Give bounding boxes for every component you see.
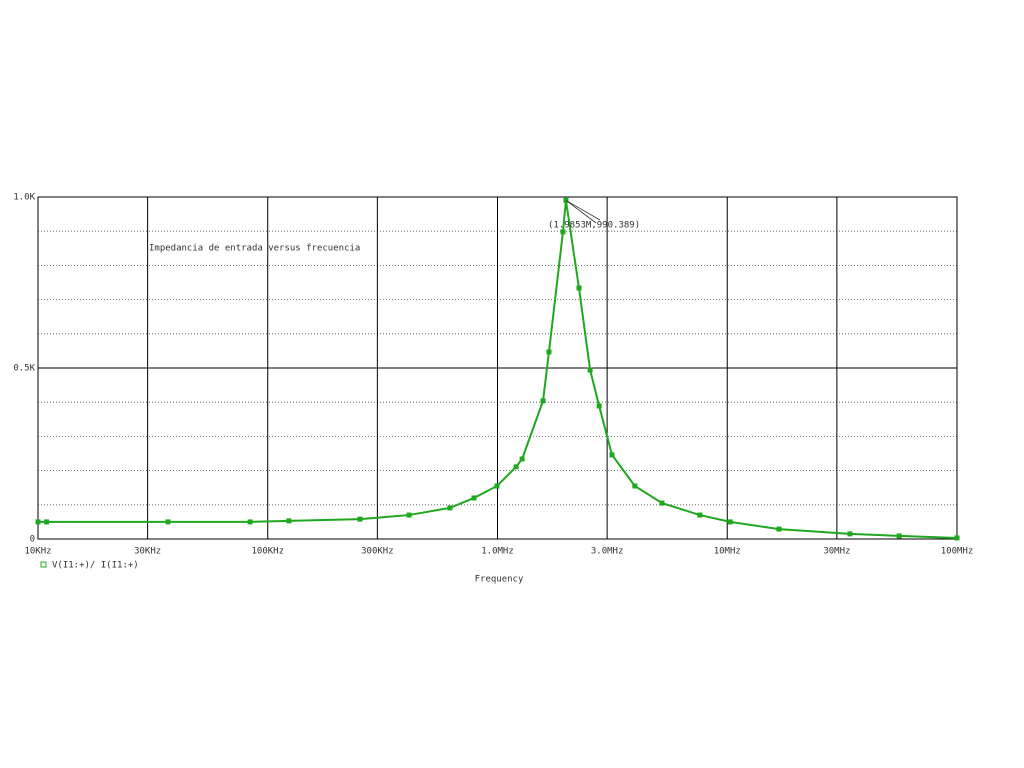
point-marker [560,229,566,235]
point-marker [847,531,853,537]
point-marker [357,516,363,522]
point-marker [35,519,41,525]
point-marker [447,505,453,511]
x-tick-label: 100KHz [251,547,284,557]
point-marker [546,349,552,355]
point-marker [727,519,733,525]
point-marker [519,456,525,462]
point-label: (1.9853M,990.389) [548,221,640,231]
point-marker [576,285,582,291]
point-marker [286,518,292,524]
x-tick-label: 1.0MHz [481,547,514,557]
y-tick-label: 0.5K [13,364,35,374]
point-marker [406,512,412,518]
point-marker [494,483,500,489]
x-axis-label: Frequency [475,575,524,585]
point-marker [596,403,602,409]
point-marker [697,512,703,518]
point-marker [776,526,782,532]
x-tick-label: 10KHz [24,547,51,557]
x-tick-label: 300KHz [361,547,394,557]
point-marker [954,535,960,541]
point-marker [44,519,50,525]
series-line [38,200,958,539]
point-marker [471,495,477,501]
point-marker [609,452,615,458]
x-tick-label: 3.0MHz [591,547,624,557]
point-marker [247,519,253,525]
legend-marker [40,561,47,568]
x-tick-label: 30MHz [823,547,850,557]
leader-line [565,199,597,224]
y-tick-label: 1.0K [13,193,35,203]
x-tick-label: 100MHz [941,547,974,557]
point-marker [165,519,171,525]
plot-frame [37,196,958,540]
annotation: Impedancia de entrada versus frecuencia [149,244,360,254]
point-marker [896,533,902,539]
x-tick-label: 10MHz [714,547,741,557]
point-marker [513,464,519,470]
x-tick-label: 30KHz [134,547,161,557]
point-marker [632,483,638,489]
point-marker [540,398,546,404]
legend-label: V(I1:+)/ I(I1:+) [52,561,139,571]
leader-line [565,199,601,221]
y-tick-label: 0 [30,535,35,545]
point-marker [587,367,593,373]
point-marker [659,500,665,506]
